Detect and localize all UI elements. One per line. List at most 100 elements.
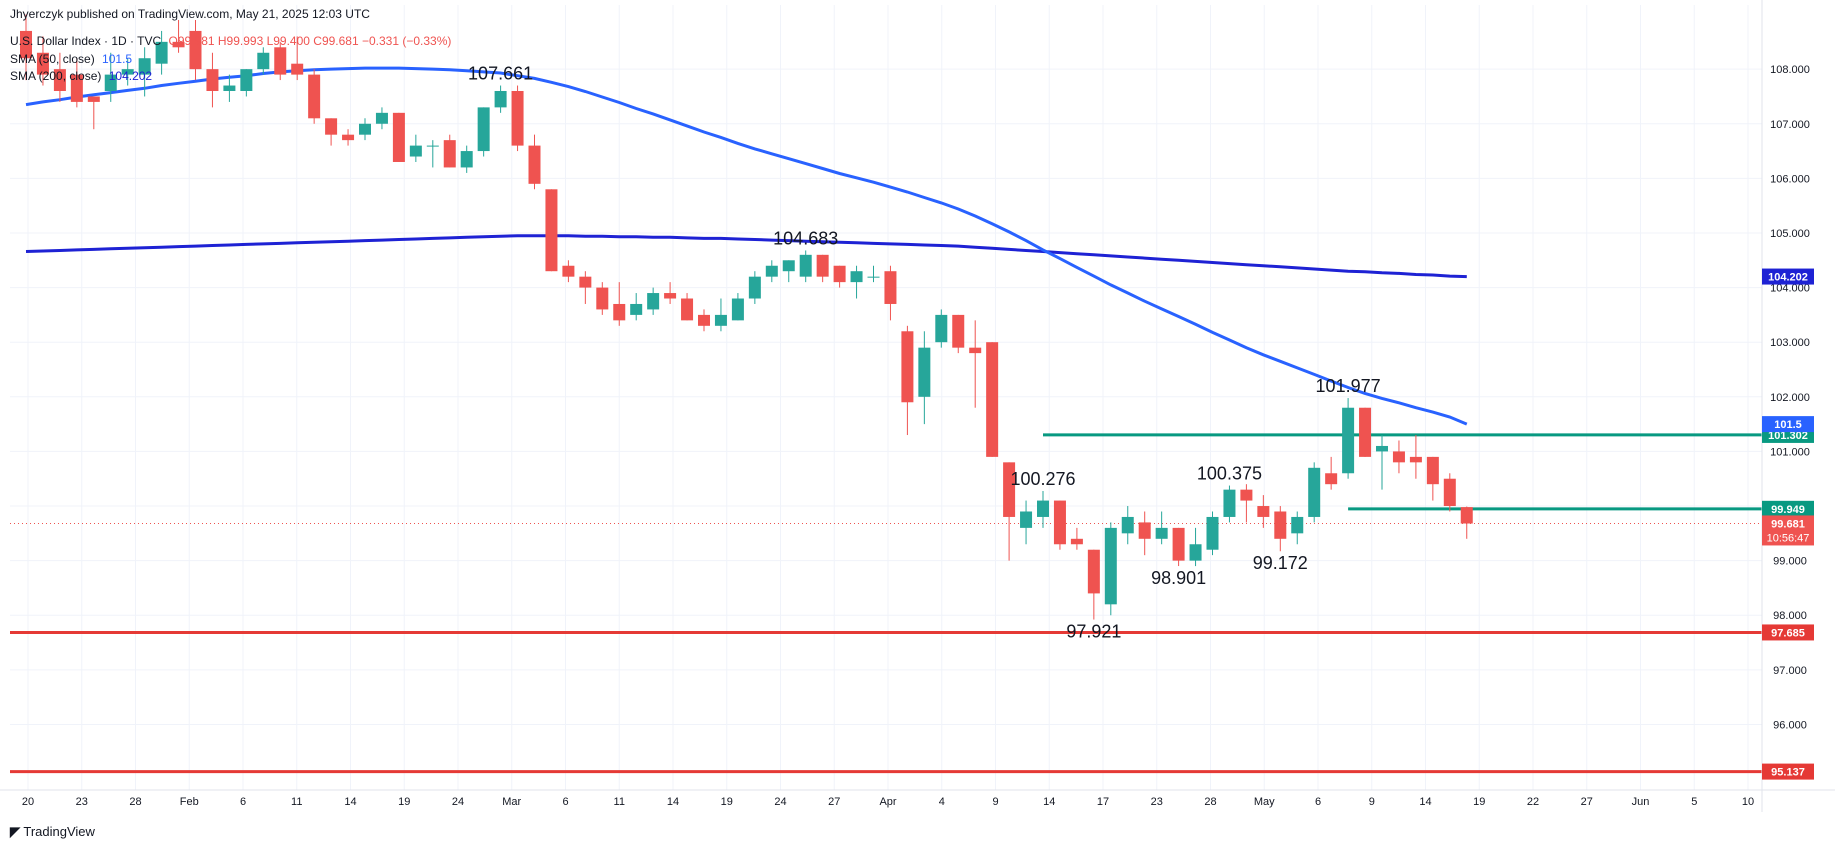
candle-body: [460, 151, 473, 168]
candle-body: [325, 118, 338, 135]
symbol-line[interactable]: U.S. Dollar Index · 1D · TVC O99.981 H99…: [10, 34, 451, 48]
candle-body: [528, 145, 541, 184]
candle-down: [20, 14, 32, 81]
candle-body: [257, 52, 270, 70]
sma50-line: [25, 66, 1468, 426]
time-axis[interactable]: 20 23 28 Feb 6 11 14 19 24 Mar 6 11 14 19 24 27 Apr 4 9 14 1…: [0, 789, 1835, 808]
candle-up: [1121, 506, 1134, 545]
candle-down: [325, 118, 338, 146]
candle-down: [53, 52, 66, 102]
candle-down: [664, 282, 677, 304]
sma200-line: [25, 234, 1467, 279]
level-badge: [1762, 763, 1814, 780]
candle-down: [1443, 473, 1456, 512]
x-tick-label: Apr: [879, 796, 896, 808]
candle-body: [901, 331, 914, 403]
candle-body: [748, 276, 761, 299]
candle-down: [511, 85, 524, 152]
candle-up: [121, 58, 134, 86]
candle-body: [867, 276, 880, 278]
candle-up: [765, 260, 778, 283]
candle-up: [1155, 511, 1168, 545]
candle-body: [782, 260, 795, 272]
candle-down: [342, 129, 355, 146]
candle-body: [630, 303, 643, 315]
candle-up: [867, 265, 880, 283]
candle-up: [257, 47, 270, 75]
price-axis[interactable]: 96.00097.00098.00099.000100.000101.00010…: [1761, 0, 1814, 812]
level-badge-label: 101.302: [1768, 430, 1808, 442]
candle-up: [748, 271, 761, 304]
candle-body: [765, 265, 778, 277]
candle-down: [1257, 495, 1270, 528]
x-tick-label: Jun: [1632, 796, 1650, 808]
candle-up: [1291, 511, 1304, 545]
candle-up: [799, 250, 812, 283]
candle-down: [1409, 435, 1422, 479]
candle-down: [545, 189, 558, 272]
y-tick-label: 106.000: [1770, 173, 1810, 185]
candle-body: [1240, 489, 1253, 501]
sma50-legend[interactable]: SMA (50, close) 101.5: [10, 52, 132, 66]
candle-up: [1376, 435, 1388, 490]
candle-up: [223, 74, 236, 102]
x-tick-label: 14: [344, 796, 356, 808]
candle-body: [816, 254, 829, 277]
candle-up: [1189, 527, 1202, 567]
candle-down: [70, 58, 83, 108]
x-tick-label: 20: [22, 796, 34, 808]
price-annotation: 99.172: [1253, 553, 1308, 573]
price-badge-label: 104.202: [1768, 272, 1808, 284]
candle-body: [850, 271, 863, 283]
candle-body: [36, 52, 49, 75]
x-tick-label: 28: [129, 796, 141, 808]
x-tick-label: 28: [1204, 796, 1216, 808]
level-badge: [1762, 500, 1814, 517]
candle-body: [681, 298, 694, 321]
candle-body: [918, 347, 931, 397]
candle-body: [969, 347, 982, 354]
candle-body: [20, 30, 32, 59]
tradingview-logo-text: TradingView: [23, 824, 95, 839]
candle-up: [359, 118, 371, 141]
candle-down: [579, 271, 592, 304]
x-tick-label: 6: [1315, 796, 1321, 808]
candle-up: [918, 331, 931, 425]
x-tick-label: 9: [1369, 796, 1375, 808]
candle-down: [392, 112, 405, 162]
sma200-label: SMA (200, close): [10, 69, 102, 83]
sma200-legend[interactable]: SMA (200, close) 104.202: [10, 69, 152, 83]
price-annotation: 100.375: [1197, 464, 1262, 484]
candle-up: [782, 260, 795, 283]
horizontal-levels[interactable]: [10, 433, 1762, 774]
symbol-name[interactable]: U.S. Dollar Index · 1D · TVC: [10, 34, 162, 48]
x-tick-label: 19: [398, 796, 410, 808]
x-tick-label: 5: [1691, 796, 1697, 808]
candle-body: [1003, 462, 1016, 517]
candle-body: [714, 314, 727, 326]
candle-down: [36, 36, 49, 86]
candle-up: [714, 298, 727, 332]
candle-down: [986, 342, 999, 457]
candle-up: [1223, 485, 1236, 523]
tradingview-logo[interactable]: ◤ TradingView: [10, 824, 95, 840]
candle-body: [596, 287, 609, 310]
candle-body: [223, 85, 236, 91]
candle-body: [375, 112, 388, 124]
x-tick-label: 11: [614, 796, 625, 808]
x-tick-label: 14: [667, 796, 679, 808]
candle-down: [189, 20, 202, 81]
candle-body: [986, 342, 999, 457]
candle-body: [1257, 506, 1270, 517]
candle-down: [952, 314, 965, 354]
candle-body: [1138, 522, 1151, 539]
candle-body: [1376, 445, 1388, 452]
candle-body: [1053, 500, 1066, 545]
candle-down: [291, 36, 304, 81]
price-badge: [1762, 515, 1814, 546]
y-tick-label: 99.000: [1773, 556, 1807, 568]
x-tick-label: 14: [1043, 796, 1055, 808]
candle-body: [1223, 489, 1236, 517]
candle-up: [375, 107, 388, 130]
